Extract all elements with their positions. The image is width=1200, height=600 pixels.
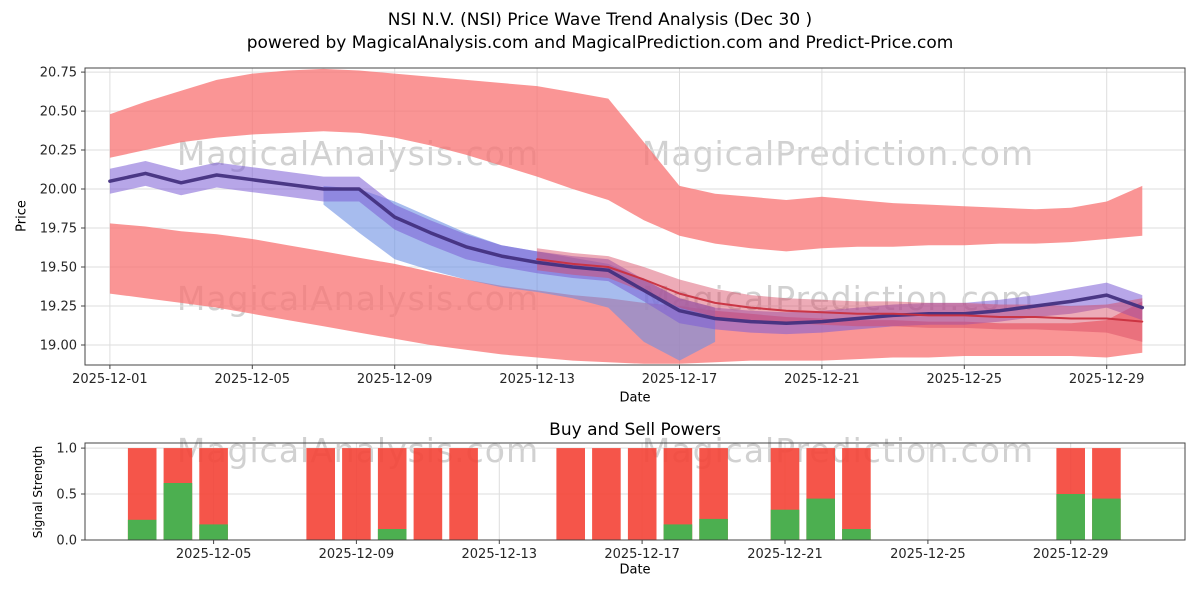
sell-bar bbox=[449, 448, 478, 540]
sell-bar bbox=[556, 448, 585, 540]
sell-bar bbox=[342, 448, 371, 540]
x-tick-label: 2025-12-21 bbox=[747, 547, 823, 562]
sell-bar bbox=[377, 448, 407, 540]
buy-bar bbox=[806, 498, 835, 540]
x-tick-label: 2025-12-29 bbox=[1033, 547, 1109, 562]
x-tick-label: 2025-12-13 bbox=[499, 372, 575, 387]
plot-content bbox=[127, 448, 1121, 540]
buy-bar bbox=[699, 518, 728, 540]
price-chart: MagicalAnalysis.com MagicalPrediction.com… bbox=[40, 66, 1186, 387]
plot-border bbox=[84, 442, 1186, 541]
plot-content bbox=[108, 68, 1145, 364]
buy-bar bbox=[377, 529, 407, 540]
y-tick-label: 20.00 bbox=[40, 183, 77, 198]
upper-envelope-band bbox=[109, 68, 1143, 252]
signal-chart-title: Buy and Sell Powers bbox=[549, 420, 721, 440]
buy-bar bbox=[199, 524, 228, 540]
x-tick-label: 2025-12-09 bbox=[357, 372, 433, 387]
y-tick-label: 20.25 bbox=[40, 144, 77, 159]
prediction-band bbox=[537, 248, 1143, 342]
price-axis-label: Price bbox=[14, 200, 30, 232]
x-tick-label: 2025-12-21 bbox=[784, 372, 860, 387]
y-tick-label: 19.25 bbox=[40, 300, 77, 315]
buy-bar bbox=[770, 509, 800, 540]
y-tick-label: 20.75 bbox=[40, 66, 77, 81]
x-tick-label: 2025-12-01 bbox=[72, 372, 148, 387]
price-trend-line bbox=[108, 171, 1145, 325]
y-tick-label: 19.00 bbox=[40, 339, 77, 354]
buy-bar bbox=[842, 529, 871, 540]
x-tick-label: 2025-12-09 bbox=[319, 547, 395, 562]
y-tick-label: 0.0 bbox=[56, 534, 77, 549]
x-tick-label: 2025-12-29 bbox=[1069, 372, 1145, 387]
buy-bar bbox=[127, 519, 157, 540]
figure-subtitle: powered by MagicalAnalysis.com and Magic… bbox=[246, 33, 954, 53]
x-tick-label: 2025-12-05 bbox=[215, 372, 291, 387]
prediction-line bbox=[536, 258, 1144, 323]
y-tick-label: 20.50 bbox=[40, 105, 77, 120]
date-axis-label-bottom: Date bbox=[619, 562, 651, 578]
x-tick-label: 2025-12-25 bbox=[890, 547, 966, 562]
y-tick-label: 0.5 bbox=[56, 488, 77, 503]
sell-bar bbox=[627, 448, 657, 540]
x-tick-label: 2025-12-13 bbox=[462, 547, 538, 562]
y-tick-label: 1.0 bbox=[56, 442, 77, 457]
lower-envelope-band bbox=[109, 223, 1143, 364]
x-tick-label: 2025-12-17 bbox=[604, 547, 680, 562]
x-tick-label: 2025-12-17 bbox=[642, 372, 718, 387]
sell-bar bbox=[413, 448, 443, 540]
sell-bar bbox=[592, 448, 621, 540]
plot-border bbox=[84, 67, 1186, 366]
date-axis-label-top: Date bbox=[619, 390, 651, 406]
signal-chart: MagicalAnalysis.comMagicalPrediction.com… bbox=[56, 431, 1186, 562]
signal-axis-label: Signal Strength bbox=[31, 445, 45, 539]
sell-bar bbox=[842, 448, 871, 540]
x-tick-label: 2025-12-25 bbox=[927, 372, 1003, 387]
buy-bar bbox=[1056, 494, 1085, 540]
y-tick-label: 19.50 bbox=[40, 261, 77, 276]
buy-bar bbox=[1092, 498, 1121, 540]
watermark-text: MagicalPrediction.com bbox=[642, 134, 1034, 173]
figure-title: NSI N.V. (NSI) Price Wave Trend Analysis… bbox=[387, 10, 813, 30]
sell-bar bbox=[306, 448, 335, 540]
trend-band bbox=[109, 161, 1143, 335]
buy-bar bbox=[163, 483, 193, 540]
x-tick-label: 2025-12-05 bbox=[176, 547, 252, 562]
y-tick-label: 19.75 bbox=[40, 222, 77, 237]
buy-bar bbox=[663, 524, 693, 540]
